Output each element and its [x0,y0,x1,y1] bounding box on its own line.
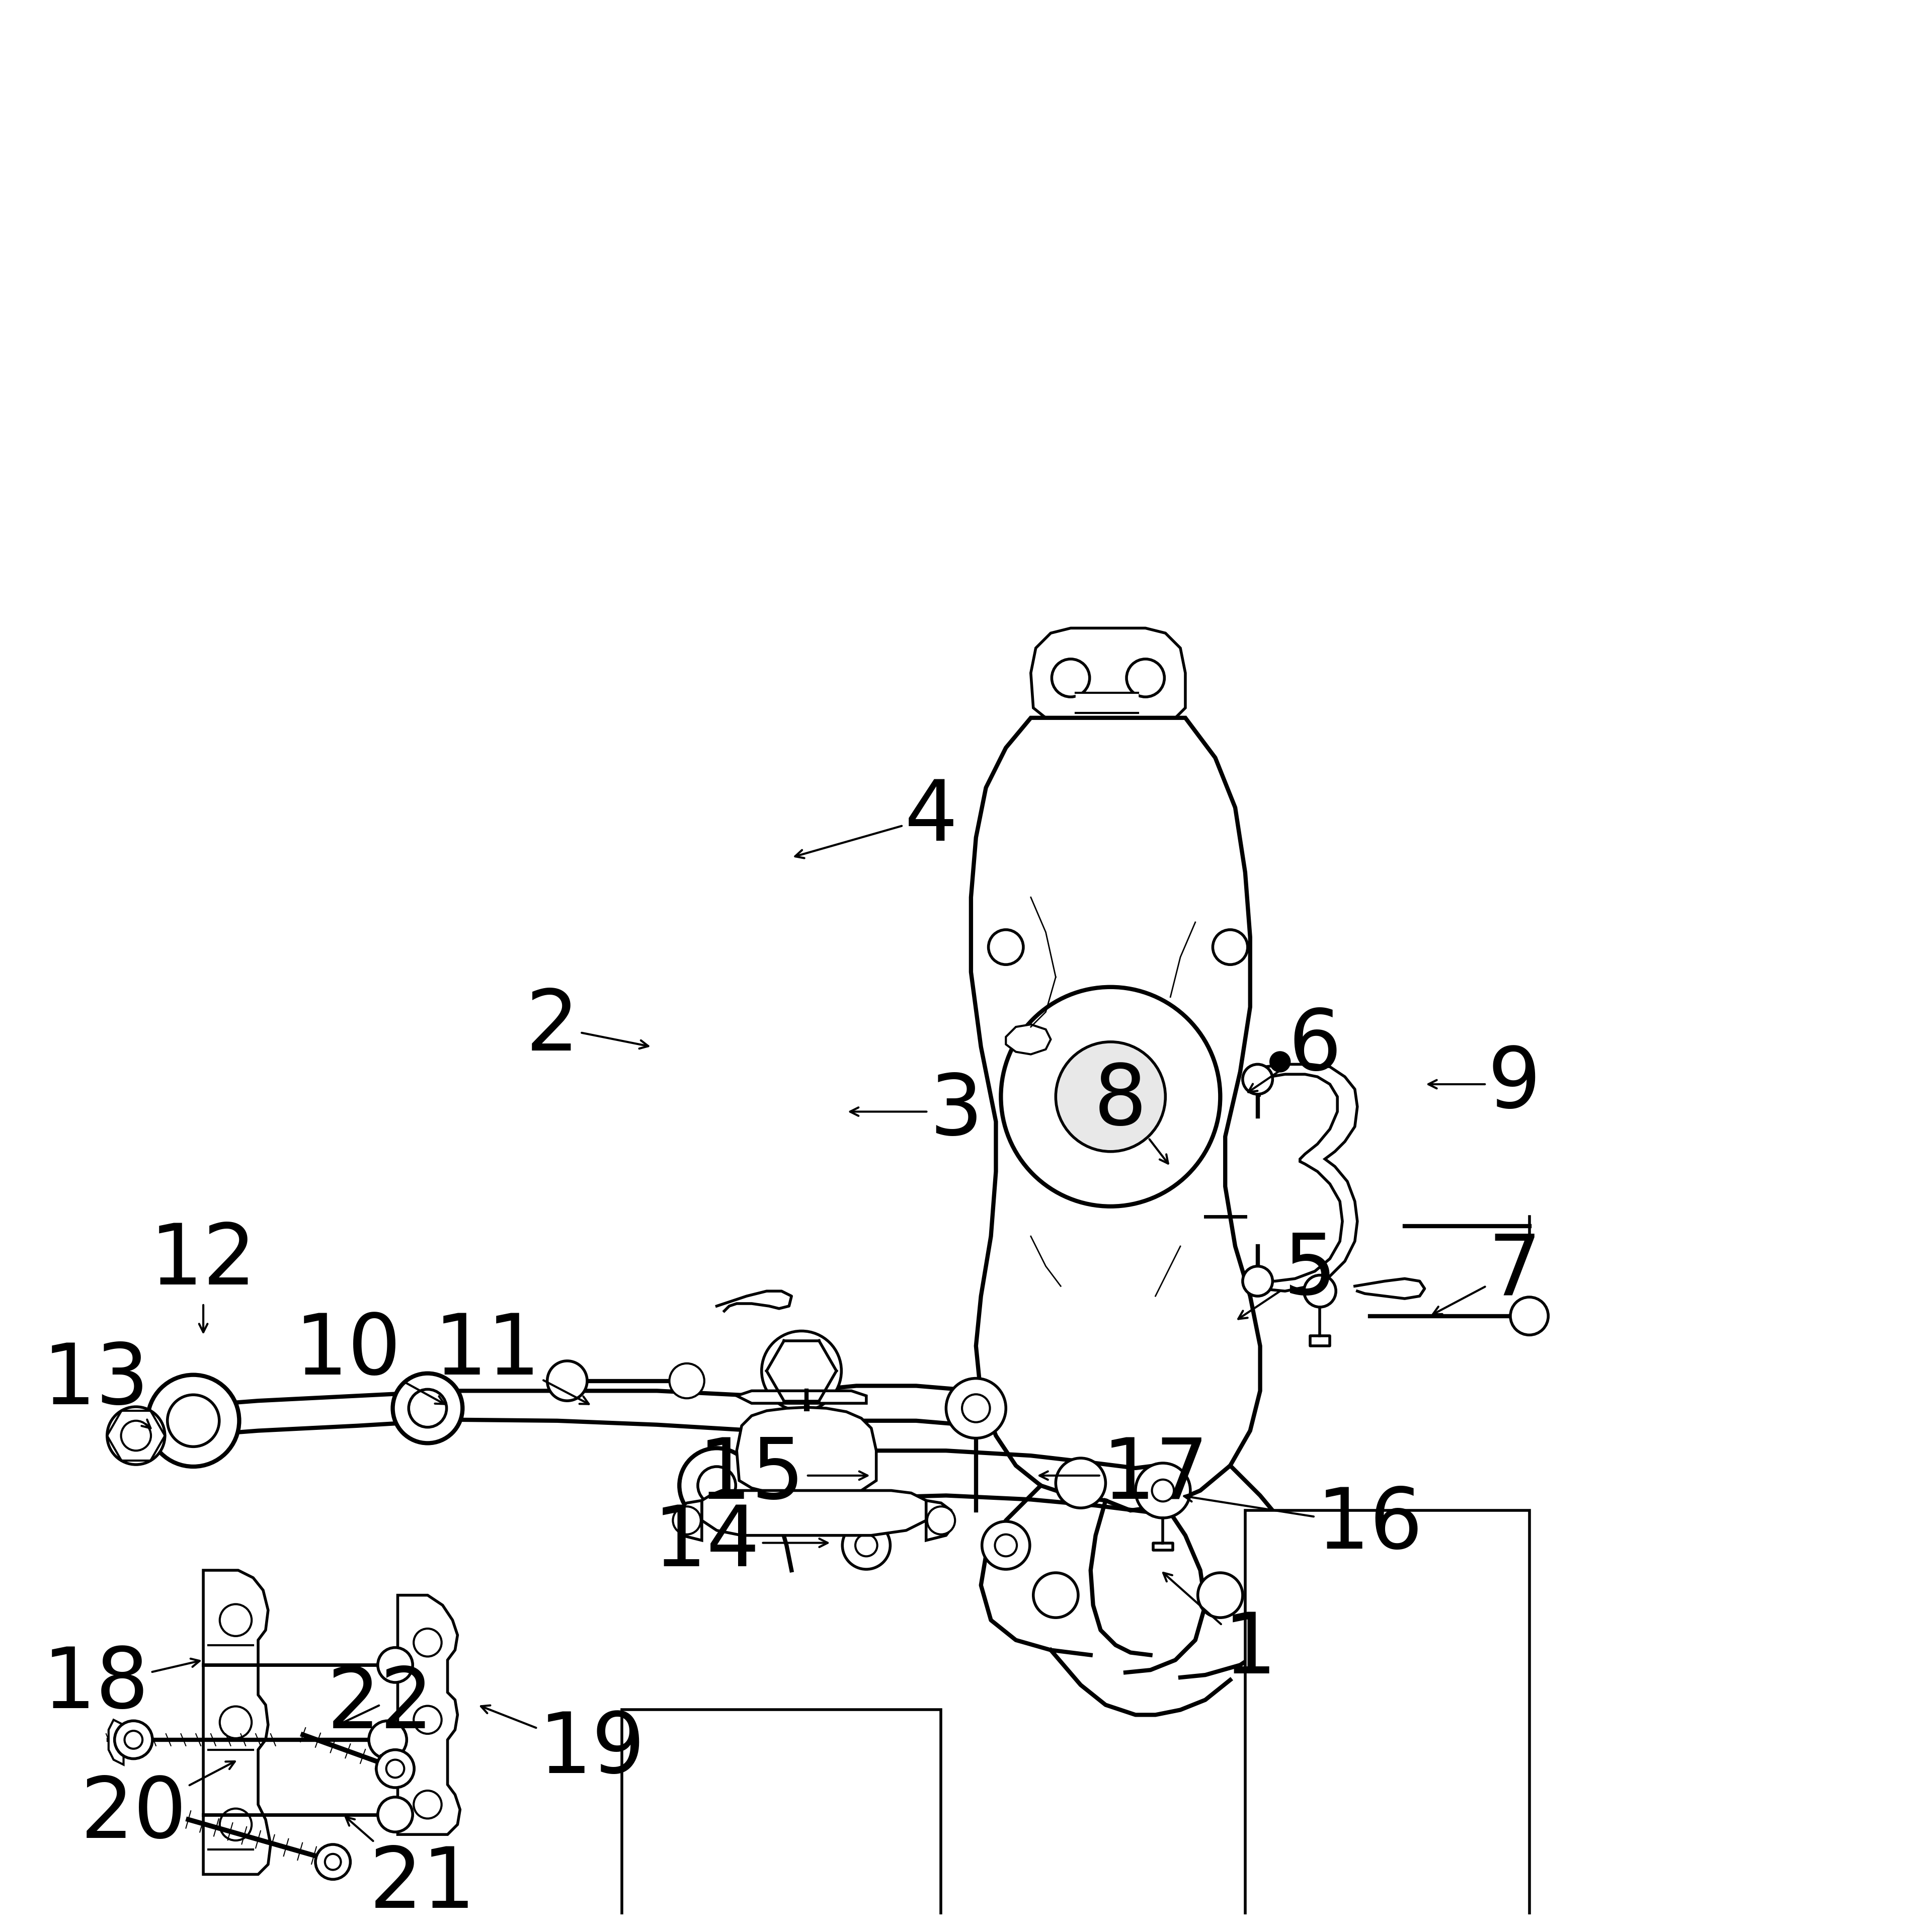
Circle shape [1269,1051,1291,1072]
Polygon shape [736,1391,866,1403]
Circle shape [1151,1480,1175,1501]
Text: 11: 11 [435,1310,589,1405]
Polygon shape [1007,1024,1051,1055]
Text: 19: 19 [481,1706,645,1791]
Circle shape [697,1466,736,1505]
Polygon shape [736,1406,877,1495]
Polygon shape [701,1490,925,1536]
Text: 21: 21 [346,1816,475,1926]
Text: 10: 10 [294,1310,444,1405]
Circle shape [1242,1265,1273,1296]
Circle shape [1034,1573,1078,1617]
Text: 13: 13 [43,1339,151,1428]
Circle shape [147,1376,240,1466]
Circle shape [668,1364,705,1399]
Text: 14: 14 [653,1501,827,1584]
Circle shape [1213,929,1248,964]
Circle shape [856,1534,877,1557]
Text: 20: 20 [79,1762,236,1855]
Circle shape [1242,1065,1273,1094]
Circle shape [1304,1275,1335,1308]
Circle shape [124,1731,143,1748]
Circle shape [379,1797,413,1832]
Text: 15: 15 [697,1435,867,1517]
Polygon shape [203,1571,270,1874]
Circle shape [392,1374,462,1443]
Circle shape [114,1721,153,1758]
Circle shape [1511,1296,1548,1335]
Bar [1244,1511,1530,1932]
Circle shape [369,1721,406,1758]
Polygon shape [398,1596,460,1835]
Polygon shape [972,719,1260,1511]
Polygon shape [108,1719,124,1764]
Circle shape [413,1706,442,1733]
Circle shape [927,1507,954,1534]
Polygon shape [674,1501,701,1540]
Circle shape [1055,1041,1165,1151]
Text: 2: 2 [526,985,649,1068]
Polygon shape [925,1501,954,1540]
Text: 7: 7 [1434,1231,1542,1314]
Circle shape [377,1750,413,1787]
Text: 9: 9 [1428,1043,1542,1124]
Text: 6: 6 [1248,1007,1341,1092]
Polygon shape [1076,694,1138,713]
Text: 1: 1 [1163,1573,1277,1691]
Circle shape [122,1420,151,1451]
Circle shape [1055,1459,1105,1509]
Circle shape [315,1845,350,1880]
Circle shape [672,1507,701,1534]
Text: 22: 22 [327,1663,433,1747]
Circle shape [413,1791,442,1818]
Circle shape [947,1378,1007,1437]
Circle shape [410,1389,446,1428]
Circle shape [981,1520,1030,1569]
Text: 17: 17 [1039,1435,1209,1517]
Circle shape [989,929,1024,964]
Circle shape [1126,659,1165,697]
Circle shape [547,1360,587,1401]
Circle shape [325,1855,340,1870]
Text: 4: 4 [796,777,958,858]
Circle shape [106,1406,164,1464]
Circle shape [386,1760,404,1777]
Circle shape [1051,659,1090,697]
Text: 5: 5 [1238,1231,1337,1320]
Bar [622,1710,941,1932]
Circle shape [680,1449,753,1522]
Circle shape [1001,987,1221,1206]
Circle shape [220,1604,251,1636]
Circle shape [842,1520,891,1569]
Polygon shape [781,1835,823,1855]
Text: 8: 8 [1094,1061,1169,1163]
Circle shape [1136,1463,1190,1519]
Circle shape [995,1534,1016,1557]
Circle shape [168,1395,218,1447]
Circle shape [220,1808,251,1841]
Text: 3: 3 [850,1070,983,1153]
Polygon shape [1032,628,1186,723]
Text: 16: 16 [1184,1484,1424,1567]
Circle shape [379,1648,413,1683]
Text: 12: 12 [151,1221,257,1333]
Text: 18: 18 [43,1644,199,1725]
Polygon shape [1258,1065,1358,1291]
Circle shape [761,1331,840,1410]
Circle shape [220,1706,251,1739]
Circle shape [1198,1573,1242,1617]
Circle shape [413,1629,442,1656]
Circle shape [962,1395,989,1422]
